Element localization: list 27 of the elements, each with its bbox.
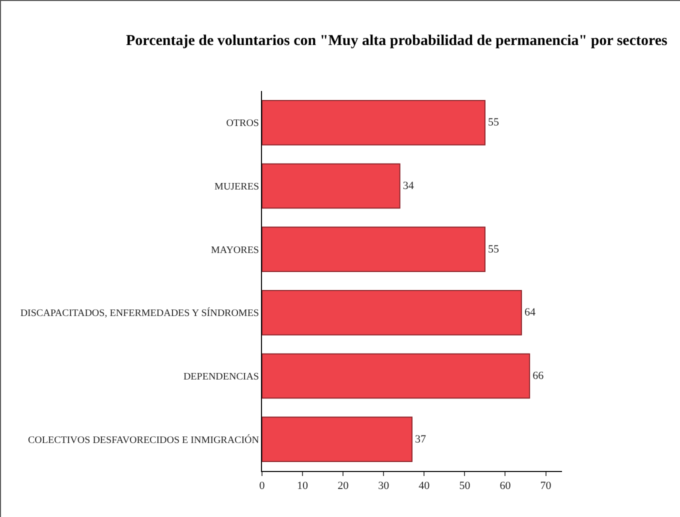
data-label: 55 <box>488 243 500 256</box>
data-label: 34 <box>402 180 414 192</box>
x-tick-label: 10 <box>297 480 309 492</box>
x-tick-label: 60 <box>500 480 512 492</box>
x-tick-label: 30 <box>378 480 390 492</box>
y-tick-label: COLECTIVOS DESFAVORECIDOS E INMIGRACIÓN <box>28 434 259 446</box>
bar <box>262 353 530 399</box>
bar <box>262 100 486 146</box>
chart-title: Porcentaje de voluntarios con "Muy alta probabilidad de permanencia" por sectores <box>126 33 668 50</box>
data-label: 55 <box>488 116 500 129</box>
bar <box>262 226 486 272</box>
y-tick-label: OTROS <box>226 118 259 130</box>
bar <box>262 290 522 336</box>
y-tick-label: MUJERES <box>214 182 259 192</box>
x-tick-label: 70 <box>540 480 552 492</box>
y-tick-label: MAYORES <box>211 244 259 256</box>
data-label: 64 <box>524 306 536 319</box>
x-tick-label: 40 <box>418 480 430 492</box>
data-label: 66 <box>532 370 544 382</box>
x-tick-label: 50 <box>459 480 471 492</box>
bar <box>262 416 412 462</box>
x-tick-label: 20 <box>338 480 350 492</box>
data-label: 37 <box>415 433 426 446</box>
x-tick-label: 0 <box>259 480 266 492</box>
bar <box>262 163 400 209</box>
y-tick-label: DEPENDENCIAS <box>183 372 259 382</box>
y-tick-label: DISCAPACITADOS, ENFERMEDADES Y SÍNDROMES <box>20 307 259 320</box>
